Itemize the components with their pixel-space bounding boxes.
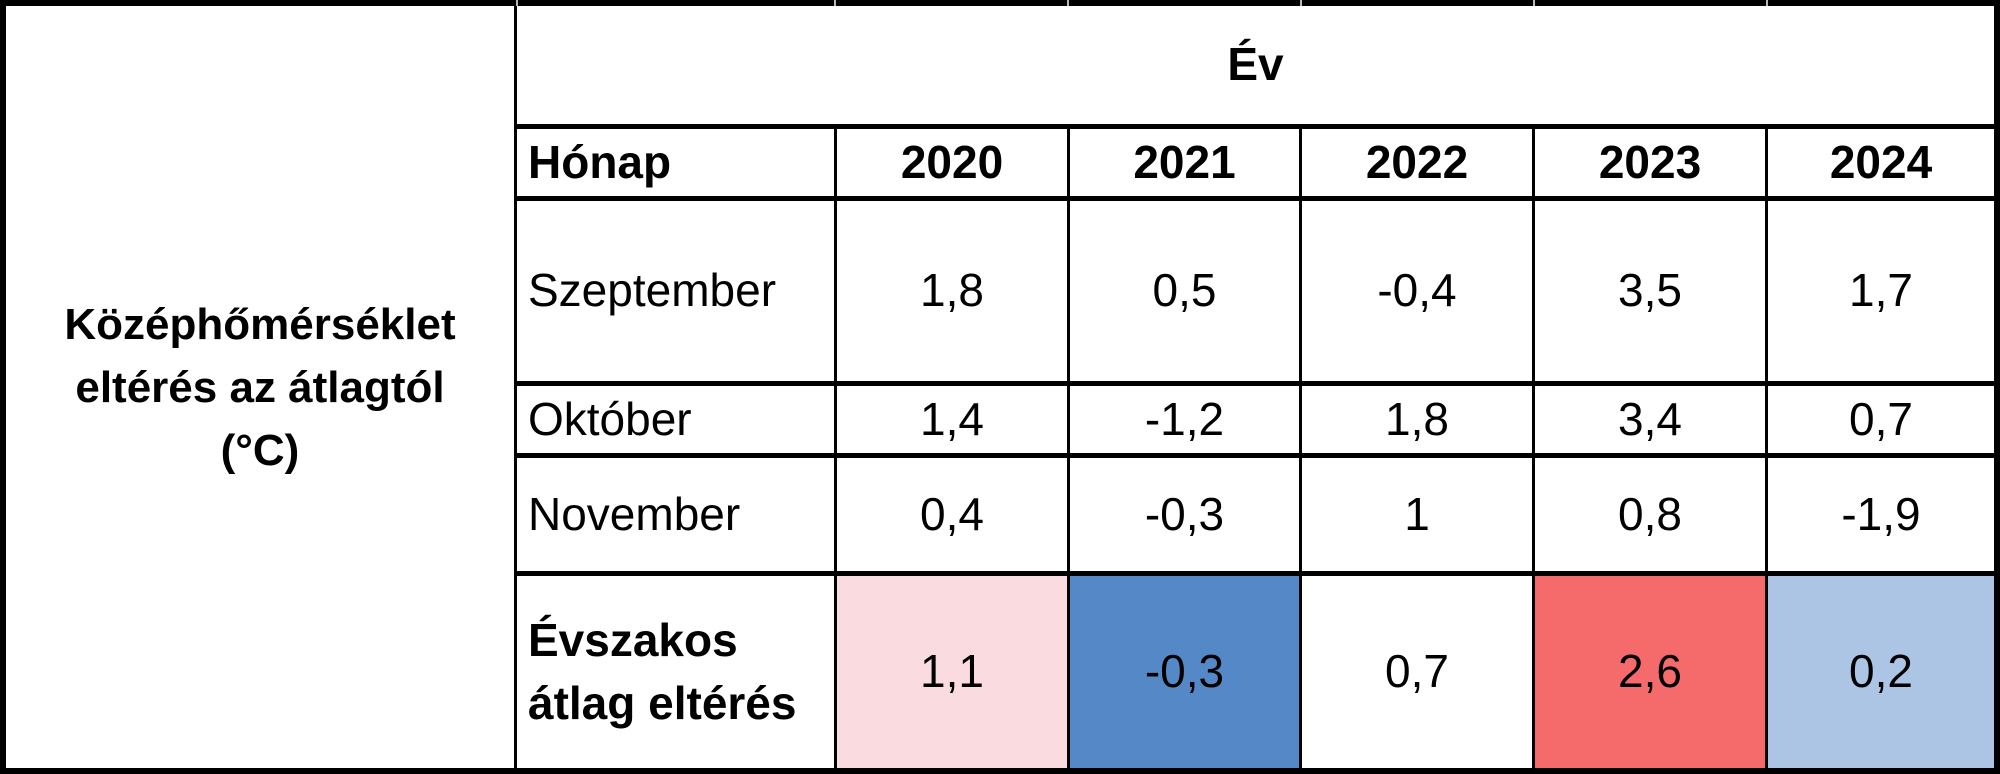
grid-seam xyxy=(1766,0,1768,6)
summary-label-line-2: átlag eltérés xyxy=(528,677,797,729)
table-title-line-1: Középhőmérséklet xyxy=(64,299,456,349)
row-label-szeptember: Szeptember xyxy=(517,201,834,381)
value-november-2020: 0,4 xyxy=(837,458,1067,571)
value-november-2023: 0,8 xyxy=(1535,458,1765,571)
column-header-2020: 2020 xyxy=(837,129,1067,196)
value-oktober-2024: 0,7 xyxy=(1768,386,1994,453)
value-szeptember-2020: 1,8 xyxy=(837,201,1067,381)
value-november-2024: -1,9 xyxy=(1768,458,1994,571)
column-header-2024: 2024 xyxy=(1768,129,1994,196)
table-title-cell: Középhőmérséklet eltérés az átlagtól (°C… xyxy=(6,6,514,768)
row-label-november: November xyxy=(517,458,834,571)
grid-seam xyxy=(1067,0,1069,6)
value-szeptember-2022: -0,4 xyxy=(1302,201,1532,381)
table-title-line-2: eltérés az átlagtól xyxy=(75,362,445,412)
grid-seam xyxy=(1300,0,1302,6)
summary-value-2021: -0,3 xyxy=(1070,576,1299,768)
column-header-2021: 2021 xyxy=(1070,129,1299,196)
grid-seam xyxy=(834,0,836,6)
column-header-2022: 2022 xyxy=(1302,129,1532,196)
table-title-line-3: (°C) xyxy=(220,425,300,475)
value-szeptember-2021: 0,5 xyxy=(1070,201,1299,381)
column-header-month: Hónap xyxy=(517,129,834,196)
year-group-header: Év xyxy=(517,6,1994,124)
summary-value-2023: 2,6 xyxy=(1535,576,1765,768)
value-oktober-2021: -1,2 xyxy=(1070,386,1299,453)
value-oktober-2022: 1,8 xyxy=(1302,386,1532,453)
value-oktober-2023: 3,4 xyxy=(1535,386,1765,453)
summary-value-2024: 0,2 xyxy=(1768,576,1994,768)
column-header-2023: 2023 xyxy=(1535,129,1765,196)
value-november-2021: -0,3 xyxy=(1070,458,1299,571)
grid-seam xyxy=(1533,0,1535,6)
value-oktober-2020: 1,4 xyxy=(837,386,1067,453)
value-november-2022: 1 xyxy=(1302,458,1532,571)
value-szeptember-2024: 1,7 xyxy=(1768,201,1994,381)
summary-label-line-1: Évszakos xyxy=(528,614,738,666)
row-label-evszakos-atlag: Évszakos átlag eltérés xyxy=(517,576,834,768)
row-label-oktober: Október xyxy=(517,386,834,453)
value-szeptember-2023: 3,5 xyxy=(1535,201,1765,381)
grid-seam xyxy=(516,0,518,6)
summary-value-2022: 0,7 xyxy=(1302,576,1532,768)
summary-value-2020: 1,1 xyxy=(837,576,1067,768)
